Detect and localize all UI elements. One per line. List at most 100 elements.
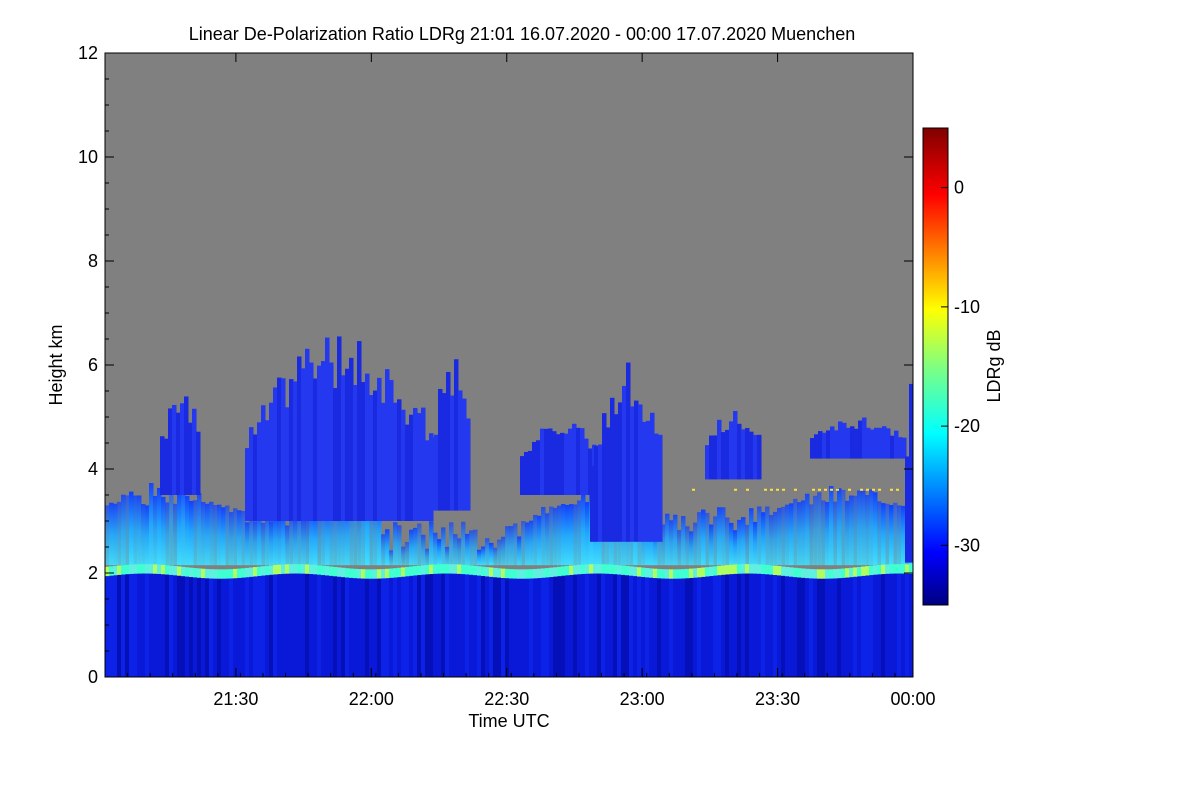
surface-layer-cell — [849, 573, 854, 677]
aerosol-layer-cell — [805, 493, 810, 566]
depolarization-band-cell — [313, 564, 318, 575]
surface-layer-cell — [589, 573, 594, 677]
surface-layer-cell — [725, 573, 730, 677]
depolarization-band-cell — [825, 569, 830, 579]
aerosol-layer-cell — [353, 495, 358, 566]
speckle-cell — [830, 488, 833, 491]
aerosol-layer-cell — [105, 505, 110, 566]
surface-layer-cell — [313, 573, 318, 677]
aerosol-layer-cell — [313, 511, 318, 566]
surface-layer-cell — [717, 573, 722, 677]
cloud-plume-cell — [458, 390, 463, 511]
cloud-plume-cell — [630, 406, 635, 542]
aerosol-layer-cell — [829, 485, 834, 566]
surface-layer-cell — [245, 573, 250, 677]
surface-layer-cell — [269, 573, 274, 677]
cloud-plume-cell — [818, 431, 823, 459]
colorbar-tick-label-1: -10 — [954, 297, 980, 317]
speckle-cell — [746, 488, 749, 491]
aerosol-layer-cell — [577, 500, 582, 566]
aerosol-layer-cell — [745, 524, 750, 566]
cloud-plume-cell — [353, 385, 358, 521]
surface-layer-cell — [401, 573, 406, 677]
aerosol-layer-cell — [181, 483, 186, 566]
surface-layer-cell — [149, 573, 154, 677]
aerosol-layer-cell — [161, 496, 166, 566]
aerosol-layer-cell — [449, 522, 454, 566]
cloud-plume-cell — [401, 409, 406, 521]
aerosol-layer-cell — [813, 495, 818, 566]
surface-layer-cell — [829, 573, 834, 677]
depolarization-band-cell — [465, 565, 470, 575]
depolarization-band-cell — [749, 564, 754, 574]
surface-layer-cell — [593, 573, 598, 677]
aerosol-layer-cell — [361, 491, 366, 566]
depolarization-band-cell — [649, 568, 654, 578]
aerosol-layer-cell — [197, 493, 202, 566]
surface-layer-cell — [321, 573, 326, 677]
depolarization-band-cell — [449, 564, 454, 574]
depolarization-band-cell — [229, 569, 234, 579]
depolarization-band-cell — [333, 566, 338, 577]
aerosol-layer-cell — [269, 521, 274, 566]
surface-layer-cell — [549, 573, 554, 677]
surface-layer-cell — [513, 573, 518, 677]
aerosol-layer-cell — [749, 508, 754, 566]
cloud-plume-cell — [598, 444, 603, 542]
aerosol-layer-cell — [529, 520, 534, 566]
x-tick-label-4: 23:30 — [755, 689, 800, 709]
surface-layer-cell — [393, 573, 398, 677]
aerosol-layer-cell — [901, 505, 906, 566]
cloud-plume-cell — [524, 451, 529, 495]
aerosol-layer-cell — [581, 493, 586, 566]
cloud-plume-cell — [741, 429, 746, 480]
cloud-plume-cell — [289, 379, 294, 521]
depolarization-band-cell — [809, 569, 814, 579]
surface-layer-cell — [685, 573, 690, 677]
surface-layer-cell — [845, 573, 850, 677]
cloud-plume-cell — [753, 434, 758, 480]
surface-layer-cell — [389, 573, 394, 677]
cloud-plume-cell — [532, 441, 537, 495]
depolarization-band-cell — [193, 568, 198, 578]
depolarization-band-cell — [789, 567, 794, 577]
depolarization-band-cell — [565, 565, 570, 576]
surface-layer-cell — [469, 573, 474, 677]
depolarization-band-cell — [297, 564, 302, 574]
aerosol-layer-cell — [289, 517, 294, 566]
surface-layer-cell — [405, 573, 410, 677]
depolarization-band-cell — [769, 565, 774, 575]
depolarization-band-cell — [705, 567, 710, 577]
aerosol-layer-cell — [173, 503, 178, 566]
aerosol-layer-cell — [545, 513, 550, 566]
surface-layer-cell — [333, 573, 338, 677]
depolarization-band-cell — [657, 568, 662, 579]
depolarization-band-cell — [289, 564, 294, 574]
aerosol-layer-cell — [245, 522, 250, 566]
cloud-plume-cell — [265, 420, 270, 521]
cloud-plume-cell — [184, 396, 189, 495]
surface-layer-cell — [529, 573, 534, 677]
cloud-plume-cell — [293, 381, 298, 521]
surface-layer-cell — [709, 573, 714, 677]
depolarization-band-cell — [385, 568, 390, 579]
depolarization-band-cell — [761, 564, 766, 575]
cloud-plume-cell — [757, 434, 762, 480]
depolarization-band-cell — [593, 564, 598, 574]
depolarization-band-cell — [237, 568, 242, 578]
depolarization-band-cell — [597, 564, 602, 574]
surface-layer-cell — [877, 573, 882, 677]
surface-layer-cell — [573, 573, 578, 677]
aerosol-layer-cell — [141, 504, 146, 566]
cloud-plume-cell — [421, 407, 426, 521]
aerosol-layer-cell — [441, 527, 446, 566]
surface-layer-cell — [769, 573, 774, 677]
depolarization-band-cell — [405, 566, 410, 577]
surface-layer-cell — [449, 573, 454, 677]
depolarization-band-cell — [481, 566, 486, 577]
aerosol-layer-cell — [865, 494, 870, 566]
heatmap-cells — [105, 336, 913, 677]
surface-layer-cell — [457, 573, 462, 677]
aerosol-layer-cell — [877, 501, 882, 566]
aerosol-layer-cell — [849, 495, 854, 566]
